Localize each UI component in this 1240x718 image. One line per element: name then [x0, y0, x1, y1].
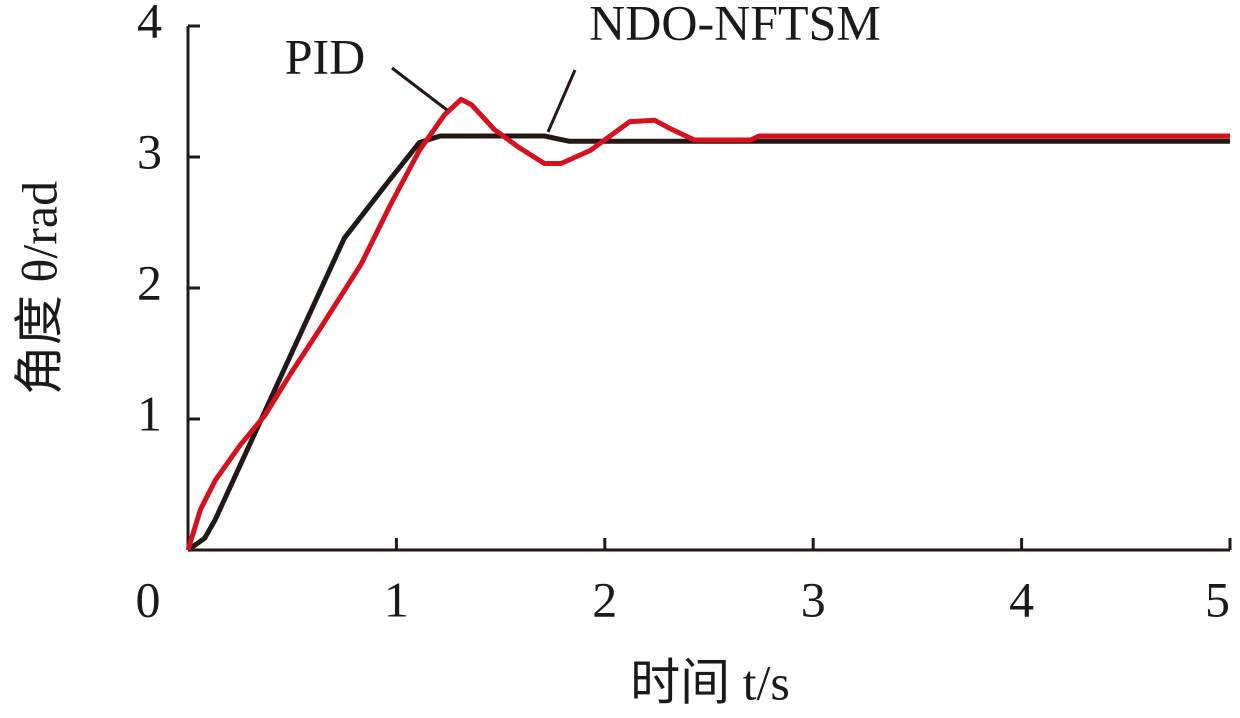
x-tick-label: 3 [801, 571, 826, 627]
x-tick-label: 4 [1009, 571, 1034, 627]
x-tick-label: 5 [1205, 571, 1230, 627]
leader-line [546, 69, 577, 133]
series-label: PID [285, 28, 366, 84]
y-tick-label: 3 [137, 123, 162, 179]
x-tick-label: 1 [384, 571, 409, 627]
x-tick-label: 0 [136, 571, 161, 627]
y-tick-label: 1 [137, 385, 162, 441]
y-tick-label: 2 [137, 254, 162, 310]
leader-line [391, 66, 448, 112]
series-label: NDO-NFTSM [589, 0, 881, 50]
x-axis-label: 时间 t/s [630, 654, 790, 710]
y-axis-label: 角度 θ/rad [11, 181, 67, 395]
series-line [185, 96, 1230, 551]
x-tick-label: 2 [592, 571, 617, 627]
series-line [186, 133, 1230, 553]
y-tick-label: 4 [137, 0, 162, 48]
